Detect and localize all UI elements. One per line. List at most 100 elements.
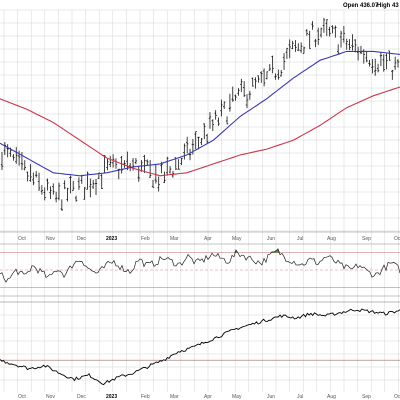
price-bar <box>174 157 177 170</box>
price-bar <box>197 136 200 150</box>
price-bar <box>26 171 29 182</box>
price-bar <box>376 63 380 73</box>
price-bar <box>354 39 357 53</box>
price-bar <box>217 117 220 126</box>
x-tick-label: Dec <box>77 394 86 400</box>
price-bar <box>274 73 277 80</box>
price-bar <box>17 150 21 166</box>
price-bar <box>265 71 269 80</box>
moving-average-long-line <box>0 86 400 177</box>
price-bar <box>83 186 86 200</box>
x-tick-label: Feb <box>141 236 150 242</box>
price-bar <box>382 54 385 72</box>
price-bar <box>345 38 348 50</box>
x-tick-label: Oc <box>394 394 400 400</box>
price-bar <box>29 164 32 182</box>
price-bar <box>100 173 103 189</box>
x-tick-label: Mar <box>170 394 179 400</box>
price-bar <box>183 143 186 160</box>
price-bar <box>123 160 126 168</box>
price-bar <box>63 180 66 190</box>
price-bar <box>393 56 397 70</box>
x-tick-label: Jul <box>297 236 303 242</box>
price-bar <box>43 187 46 201</box>
price-bar <box>37 172 41 192</box>
price-bar <box>3 142 7 156</box>
price-bar <box>60 199 64 211</box>
price-bar <box>211 119 215 132</box>
price-bar <box>34 170 38 178</box>
price-bar <box>52 183 55 195</box>
price-bar <box>257 75 260 83</box>
price-bar <box>66 187 69 202</box>
price-bar <box>163 171 166 184</box>
price-bar <box>314 38 317 48</box>
price-bar <box>334 25 337 38</box>
price-bar <box>57 182 61 201</box>
price-bar <box>103 154 106 173</box>
x-tick-label: Dec <box>77 236 86 242</box>
oscillator-line <box>0 248 400 283</box>
price-bar <box>268 64 271 71</box>
high-value-label: High 43 <box>377 3 399 9</box>
price-bar <box>379 52 383 67</box>
price-bar <box>15 147 18 164</box>
price-bar <box>262 68 266 87</box>
price-bar <box>157 176 160 192</box>
price-bar <box>177 159 180 170</box>
x-tick-label: Feb <box>141 394 150 400</box>
price-bar <box>325 19 328 37</box>
price-bar <box>200 138 203 146</box>
x-tick-label: Aug <box>327 236 336 242</box>
price-bar <box>297 43 300 51</box>
x-tick-label: Mar <box>170 236 179 242</box>
x-tick-label: Aug <box>327 394 336 400</box>
price-bar <box>299 42 303 53</box>
oscillator-overbought-fill <box>276 248 278 253</box>
price-bar <box>148 159 152 178</box>
price-bar <box>348 39 351 51</box>
x-axis-labels: Oct Oct Nov Nov Dec Dec 2023 2023 Feb Feb Mar Mar Ap… <box>18 236 400 400</box>
x-tick-label: Jun <box>267 236 275 242</box>
x-tick-label: Sep <box>362 236 371 242</box>
x-tick-label: 2023 <box>106 394 117 400</box>
price-bar <box>285 47 289 60</box>
price-bar <box>168 166 172 174</box>
price-bar <box>302 46 306 54</box>
price-bar <box>225 116 229 125</box>
x-tick-label: Oc <box>394 236 400 242</box>
x-tick-label: Sep <box>362 394 371 400</box>
x-tick-label: May <box>232 236 242 242</box>
x-tick-label: 2023 <box>106 236 117 242</box>
price-bar <box>109 155 112 168</box>
price-bar <box>185 136 189 154</box>
price-bar <box>220 99 223 117</box>
price-bar <box>391 69 394 80</box>
price-bar <box>151 179 155 188</box>
price-bar <box>365 51 368 63</box>
price-bar <box>294 40 297 52</box>
price-bar <box>271 55 274 74</box>
price-bar <box>214 110 217 120</box>
price-bar <box>368 60 371 67</box>
price-bar <box>203 123 206 140</box>
price-bar <box>117 168 121 180</box>
price-bar <box>54 191 58 203</box>
price-bar <box>72 180 75 191</box>
x-tick-label: May <box>232 394 242 400</box>
price-bar <box>359 45 363 54</box>
price-bar <box>6 144 9 158</box>
price-bar <box>254 77 257 89</box>
price-bar <box>240 78 243 93</box>
price-bar <box>317 27 320 46</box>
price-bar <box>374 58 377 76</box>
price-bar <box>143 154 146 174</box>
price-bar <box>69 175 72 194</box>
price-bar <box>205 133 209 143</box>
price-bar <box>89 178 92 198</box>
price-bar <box>288 39 291 59</box>
price-bar <box>188 148 192 161</box>
price-bar <box>322 17 326 33</box>
price-bar <box>77 177 81 190</box>
price-bar <box>91 179 95 189</box>
